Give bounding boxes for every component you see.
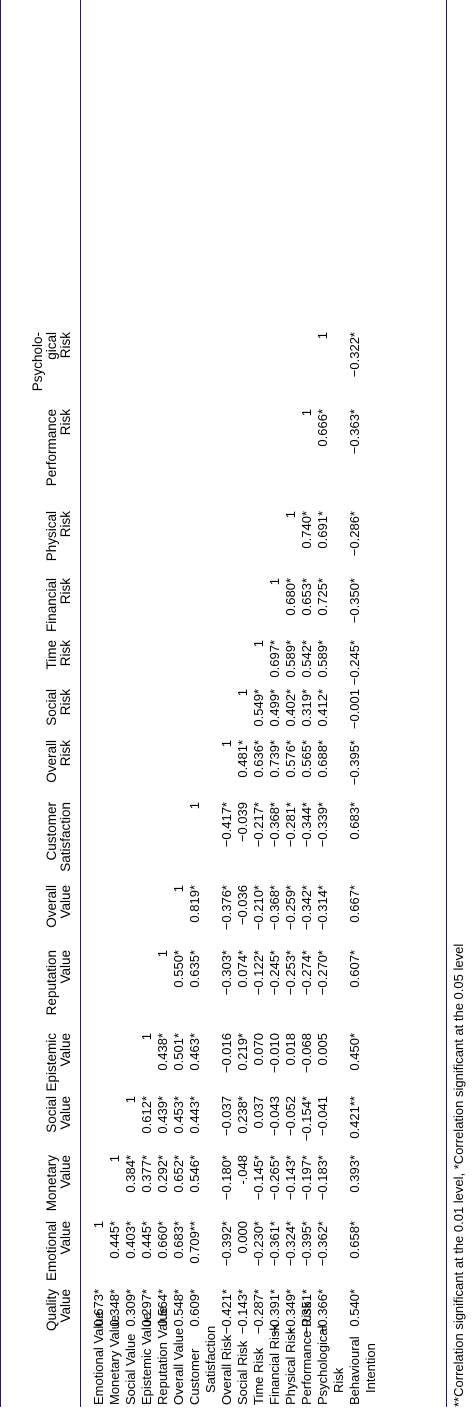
table-row: Emotional Value 0.673* 1 <box>91 0 107 1407</box>
row-label: Intention <box>363 1343 378 1393</box>
table-row: Time Risk −0.287* −0.230* −0.145* 0.037 0.070… <box>251 0 267 1407</box>
table-cell: −0.376* <box>219 885 234 931</box>
table-cell: −0.342* <box>299 885 314 931</box>
table-cell: 0.438* <box>155 1033 170 1071</box>
table-cell: 1 <box>219 740 234 748</box>
table-cell: 0.463* <box>187 1033 202 1071</box>
table-cell: 0.297* <box>139 1289 154 1327</box>
table-cell: 0.691* <box>315 511 330 549</box>
table-cell: 1 <box>107 1155 122 1163</box>
table-cell: −0.036 <box>235 885 250 926</box>
table-cell: −0.068 <box>299 1033 314 1074</box>
table-cell: −0.143* <box>235 1289 250 1335</box>
table-cell: −0.016 <box>219 1033 234 1074</box>
table-cell: 0.740* <box>299 511 314 549</box>
table-cell: −0.010 <box>267 1033 282 1074</box>
column-header: Psycholo-gical Risk <box>0 332 80 452</box>
table-cell: −0.421* <box>219 1289 234 1335</box>
column-header: Physical Risk <box>0 511 80 631</box>
table-row: Social Value 0.309* 0.403* 0.384* 1 <box>123 0 139 1407</box>
table-cell: −0.210* <box>251 885 266 931</box>
table-cell: −0.314* <box>315 885 330 931</box>
table-cell: 1 <box>283 511 298 519</box>
table-cell: −0.391* <box>267 1289 282 1335</box>
table-cell: 1 <box>187 802 202 810</box>
table-cell: 0.219* <box>235 1033 250 1071</box>
table-cell: −0.363* <box>347 409 362 455</box>
table-cell: 0.540* <box>347 1289 362 1327</box>
table-cell: 1 <box>123 1096 138 1104</box>
row-label: Satisfaction <box>203 1325 218 1393</box>
table-row: Reputation Value 0.564* 0.660* 0.292* 0.439*… <box>155 0 171 1407</box>
table-cell: −0.286* <box>347 511 362 557</box>
table-cell: 1 <box>299 409 314 417</box>
column-header-line: Risk <box>58 332 73 359</box>
table-row: Epistemic Value 0.297* 0.445* 0.377* 0.612* 1 <box>139 0 155 1407</box>
table-cell: −0.368* <box>267 885 282 931</box>
row-label: Risk <box>331 1367 346 1393</box>
table-row: Performance Risk −0.351* −0.395* −0.197* −0.… <box>299 0 315 1407</box>
table-cell: 0.450* <box>347 1033 362 1071</box>
table-cell: −0.322* <box>347 332 362 378</box>
table-cell: −0.351* <box>299 1289 314 1335</box>
table-cell: 0.070 <box>251 1033 266 1066</box>
table-cell: 1 <box>139 1033 154 1041</box>
table-cell: 0.667* <box>347 885 362 923</box>
table-cell: −0.287* <box>251 1289 266 1335</box>
table-cell: 0.018 <box>283 1033 298 1066</box>
table-footnote: **Correlation significant at the 0.01 le… <box>451 943 466 1407</box>
table-cell: 0.666* <box>315 409 330 447</box>
table-cell: 1 <box>171 885 186 893</box>
table-bottom-rule <box>446 0 447 1407</box>
table-row: Psychological Risk −0.366* −0.362* −0.183* −0… <box>315 0 346 1407</box>
table-cell: −0.259* <box>283 885 298 931</box>
table-cell: 0.548* <box>171 1289 186 1327</box>
column-header-line: gical <box>44 332 59 360</box>
table-row: Social Risk −0.143* 0.000 -.048 0.238* 0.219*… <box>235 0 251 1407</box>
table-header-rule <box>80 0 81 1407</box>
table-cell: 0.564* <box>155 1289 170 1327</box>
table-row: Physical Risk −0.349* −0.324* −0.143* −0.052… <box>283 0 299 1407</box>
table-cell: 1 <box>235 689 250 697</box>
table-row: Customer Satisfaction 0.609* 0.709** 0.546* 0… <box>187 0 218 1407</box>
table-cell: 0.005 <box>315 1033 330 1066</box>
table-row: Behavioural Intention 0.540* 0.658* 0.393* 0.… <box>347 0 378 1407</box>
table-cell: 0.819* <box>187 885 202 923</box>
table-cell: 0.309* <box>123 1289 138 1327</box>
table-cell: 0.673* <box>91 1289 106 1327</box>
table-row: Overall Risk −0.421* −0.392* −0.180* −0.037−… <box>219 0 235 1407</box>
table-cell: 1 <box>251 640 266 648</box>
table-cell: 1 <box>267 578 282 586</box>
column-header-line: Psycholo- <box>30 332 45 392</box>
table-cell: −0.349* <box>283 1289 298 1335</box>
table-row: Monetary Value 0.348* 0.445* 1 <box>107 0 123 1407</box>
table-cell: 1 <box>91 1221 106 1229</box>
table-cell: −0.366* <box>315 1289 330 1335</box>
table-cell: 0.348* <box>107 1289 122 1327</box>
table-row: Financial Risk −0.391* −0.361* −0.265* −0.04… <box>267 0 283 1407</box>
table-cell: 1 <box>315 332 330 340</box>
table-cell: 0.609* <box>187 1289 202 1327</box>
table-row: Overall Value 0.548* 0.683* 0.652* 0.453* 0.5… <box>171 0 187 1407</box>
table-cell: 0.501* <box>171 1033 186 1071</box>
table-cell: 1 <box>155 950 170 958</box>
